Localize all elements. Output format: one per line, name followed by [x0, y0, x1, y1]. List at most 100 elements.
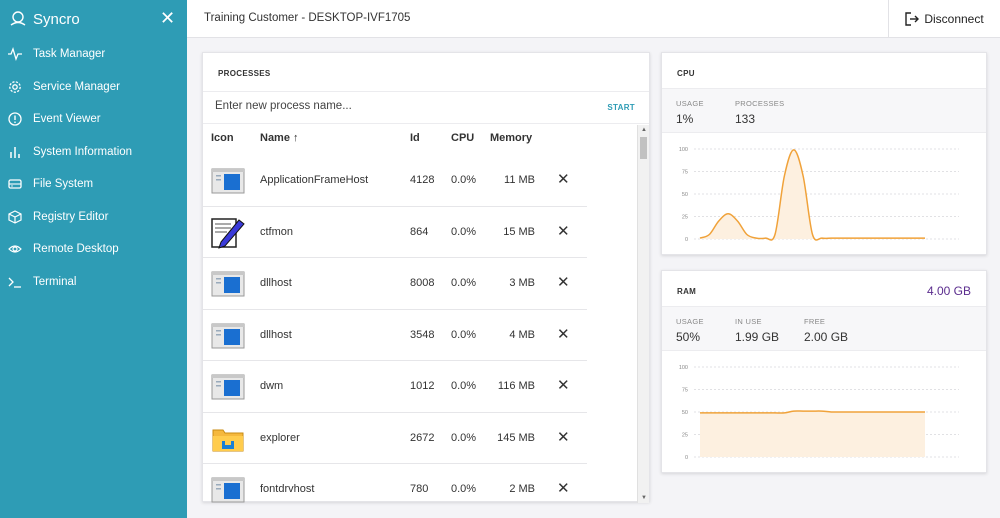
kill-process-close-icon[interactable]: ✕: [557, 377, 570, 394]
eye-icon: [8, 242, 22, 256]
sidebar-item-task-manager[interactable]: Task Manager: [0, 38, 187, 71]
y-tick-label: 0: [685, 237, 688, 243]
ram-title: RAM: [677, 287, 697, 296]
process-memory: 11 MB: [504, 174, 535, 186]
kill-process-close-icon[interactable]: ✕: [557, 222, 570, 240]
sidebar-item-label: Event Viewer: [33, 113, 101, 126]
sidebar-item-file-system[interactable]: File System: [0, 168, 187, 201]
table-row: ctfmon 864 0.0% 15 MB ✕: [203, 207, 587, 258]
kill-process-close-icon[interactable]: ✕: [557, 325, 570, 343]
y-tick-label: 50: [682, 192, 688, 198]
y-tick-label: 50: [682, 410, 688, 416]
process-id: 3548: [410, 328, 435, 341]
window-app-icon: [211, 166, 245, 196]
ram-usage-chart: 0 25 50 75 100: [679, 365, 959, 461]
process-cpu: 0.0%: [451, 431, 477, 444]
cpu-card: CPU USAGE 1% PROCESSES 133 0 25 50 75 100: [661, 52, 987, 255]
process-cpu: 0.0%: [451, 328, 477, 341]
ram-usage-value: 50%: [676, 330, 701, 344]
folder-explorer-icon: [211, 424, 245, 454]
close-icon[interactable]: ✕: [160, 8, 176, 28]
column-name-header[interactable]: Name ↑: [260, 132, 299, 144]
process-table-scrollbar[interactable]: ▲ ▼: [637, 125, 649, 503]
process-name: dllhost: [260, 277, 292, 289]
window-app-icon: [211, 372, 245, 402]
cpu-processes-stat: PROCESSES 133: [735, 99, 784, 126]
process-cpu: 0.0%: [451, 277, 477, 289]
column-cpu-header[interactable]: CPU: [451, 132, 475, 144]
sidebar-item-service-manager[interactable]: Service Manager: [0, 71, 187, 104]
kill-process-close-icon[interactable]: ✕: [557, 480, 570, 497]
column-icon-header: Icon: [211, 132, 234, 144]
process-name: ApplicationFrameHost: [260, 174, 369, 186]
process-memory: 145 MB: [497, 431, 535, 444]
process-cpu: 0.0%: [451, 174, 477, 186]
gear-icon: [8, 80, 22, 94]
kill-process-close-icon[interactable]: ✕: [557, 428, 570, 446]
hard-drive-icon: [8, 177, 22, 191]
process-memory: 4 MB: [509, 328, 535, 341]
process-cpu: 0.0%: [451, 483, 477, 495]
ram-card-header: RAM 4.00 GB: [662, 271, 986, 307]
cpu-card-header: CPU: [662, 53, 986, 89]
disconnect-button[interactable]: Disconnect: [888, 0, 1000, 37]
sidebar-item-label: Service Manager: [33, 80, 120, 93]
ram-free-stat: FREE 2.00 GB: [804, 317, 848, 344]
kill-process-close-icon[interactable]: ✕: [557, 171, 570, 188]
scrollbar-thumb[interactable]: [640, 137, 647, 159]
process-cpu: 0.0%: [451, 225, 477, 238]
sidebar-item-terminal[interactable]: Terminal: [0, 266, 187, 299]
column-memory-header[interactable]: Memory: [490, 132, 533, 144]
sidebar-item-label: Remote Desktop: [33, 243, 119, 256]
process-cpu: 0.0%: [451, 380, 477, 392]
sidebar-item-remote-desktop[interactable]: Remote Desktop: [0, 233, 187, 266]
process-id: 864: [410, 225, 429, 238]
y-tick-label: 100: [679, 147, 688, 153]
top-bar: Training Customer - DESKTOP-IVF1705 Disc…: [187, 0, 1000, 38]
process-name: explorer: [260, 431, 300, 444]
sidebar-item-registry-editor[interactable]: Registry Editor: [0, 201, 187, 234]
table-row: explorer 2672 0.0% 145 MB ✕: [203, 413, 587, 464]
kill-process-close-icon[interactable]: ✕: [557, 274, 570, 291]
process-id: 780: [410, 483, 429, 495]
table-header: Icon Name ↑ Id CPU Memory: [203, 125, 639, 153]
series-line: [699, 410, 925, 414]
sidebar-item-label: File System: [33, 178, 94, 191]
cpu-usage-value: 1%: [676, 112, 694, 126]
start-button[interactable]: START: [607, 103, 635, 112]
process-name: dllhost: [260, 328, 292, 341]
sidebar-item-label: Task Manager: [33, 48, 106, 61]
scroll-up-arrow-icon[interactable]: ▲: [641, 127, 647, 133]
ram-total: 4.00 GB: [926, 284, 971, 298]
column-id-header[interactable]: Id: [410, 132, 420, 144]
processes-card: PROCESSES START Icon Name ↑ Id CPU Memor…: [202, 52, 650, 503]
ram-inuse-label: IN USE: [735, 317, 762, 326]
process-name: ctfmon: [260, 225, 294, 238]
new-process-input[interactable]: [215, 100, 595, 112]
sidebar-item-system-information[interactable]: System Information: [0, 136, 187, 169]
process-memory: 15 MB: [503, 225, 535, 238]
sidebar-item-event-viewer[interactable]: Event Viewer: [0, 103, 187, 136]
column-name-label: Name: [260, 132, 290, 144]
window-app-icon: [211, 269, 245, 299]
brand: Syncro ✕: [0, 0, 187, 38]
process-memory: 116 MB: [497, 380, 535, 392]
cpu-processes-value: 133: [735, 112, 756, 126]
scroll-down-arrow-icon[interactable]: ▼: [641, 495, 647, 501]
box-icon: [8, 210, 22, 224]
series-line: [699, 149, 925, 241]
ctfmon-pen-icon: [211, 217, 245, 249]
series-area: [700, 149, 925, 241]
table-row: dllhost 3548 0.0% 4 MB ✕: [203, 310, 587, 361]
process-table: Icon Name ↑ Id CPU Memory ApplicationFra…: [203, 125, 639, 503]
alert-circle-icon: [8, 112, 22, 126]
disconnect-label: Disconnect: [924, 11, 984, 26]
logout-icon: [905, 11, 920, 26]
sidebar: Syncro ✕ Task Manager Service Manager Ev…: [0, 0, 187, 518]
ram-usage-stat: USAGE 50%: [676, 317, 704, 344]
process-id: 1012: [410, 380, 435, 392]
window-app-icon: [211, 475, 245, 503]
table-row: dwm 1012 0.0% 116 MB ✕: [203, 361, 587, 413]
ram-card: RAM 4.00 GB USAGE 50% IN USE 1.99 GB FRE…: [661, 270, 987, 473]
y-tick-label: 75: [682, 170, 688, 176]
